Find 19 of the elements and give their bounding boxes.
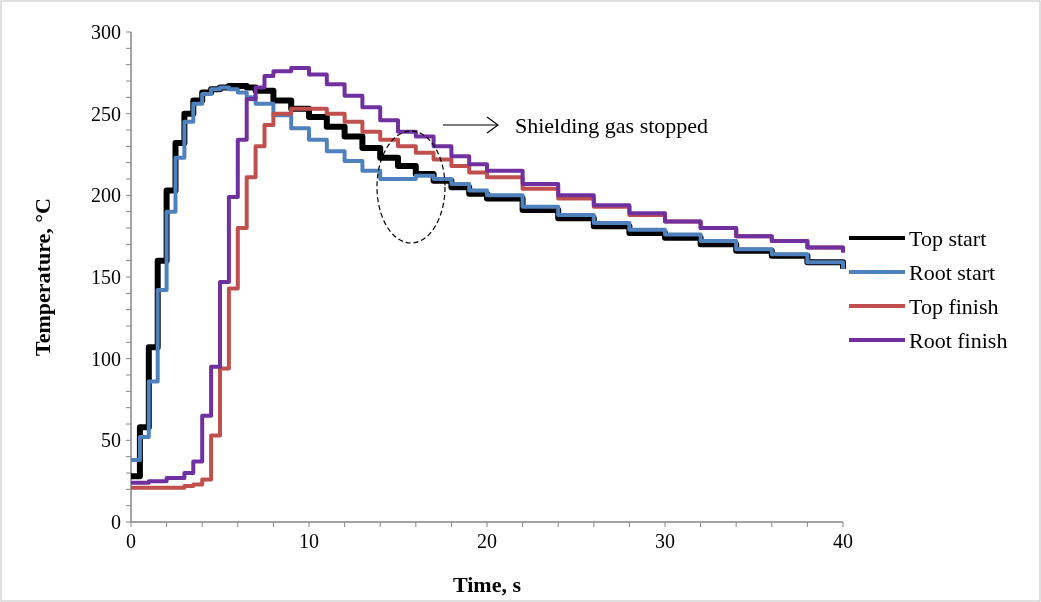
y-tick-label: 250 <box>91 102 121 125</box>
legend-label: Top start <box>909 225 987 251</box>
y-tick-label: 200 <box>91 184 121 207</box>
legend-label: Root start <box>909 259 996 285</box>
x-tick-label: 20 <box>477 530 497 552</box>
x-axis-title: Time, s <box>452 572 522 597</box>
y-tick-label: 50 <box>101 429 121 452</box>
y-tick-label: 300 <box>91 21 121 43</box>
y-axis-title: Temperature, °C <box>30 198 55 356</box>
legend-label: Top finish <box>909 293 999 319</box>
y-tick-label: 0 <box>111 511 121 533</box>
x-tick-label: 30 <box>655 530 675 552</box>
x-tick-label: 0 <box>126 530 136 552</box>
annotation: Shielding gas stopped <box>515 112 709 138</box>
legend-label: Root finish <box>909 327 1008 353</box>
x-tick-label: 10 <box>299 530 319 552</box>
y-tick-label: 150 <box>91 266 121 288</box>
y-tick-label: 100 <box>91 347 121 370</box>
x-tick-label: 40 <box>833 530 853 552</box>
